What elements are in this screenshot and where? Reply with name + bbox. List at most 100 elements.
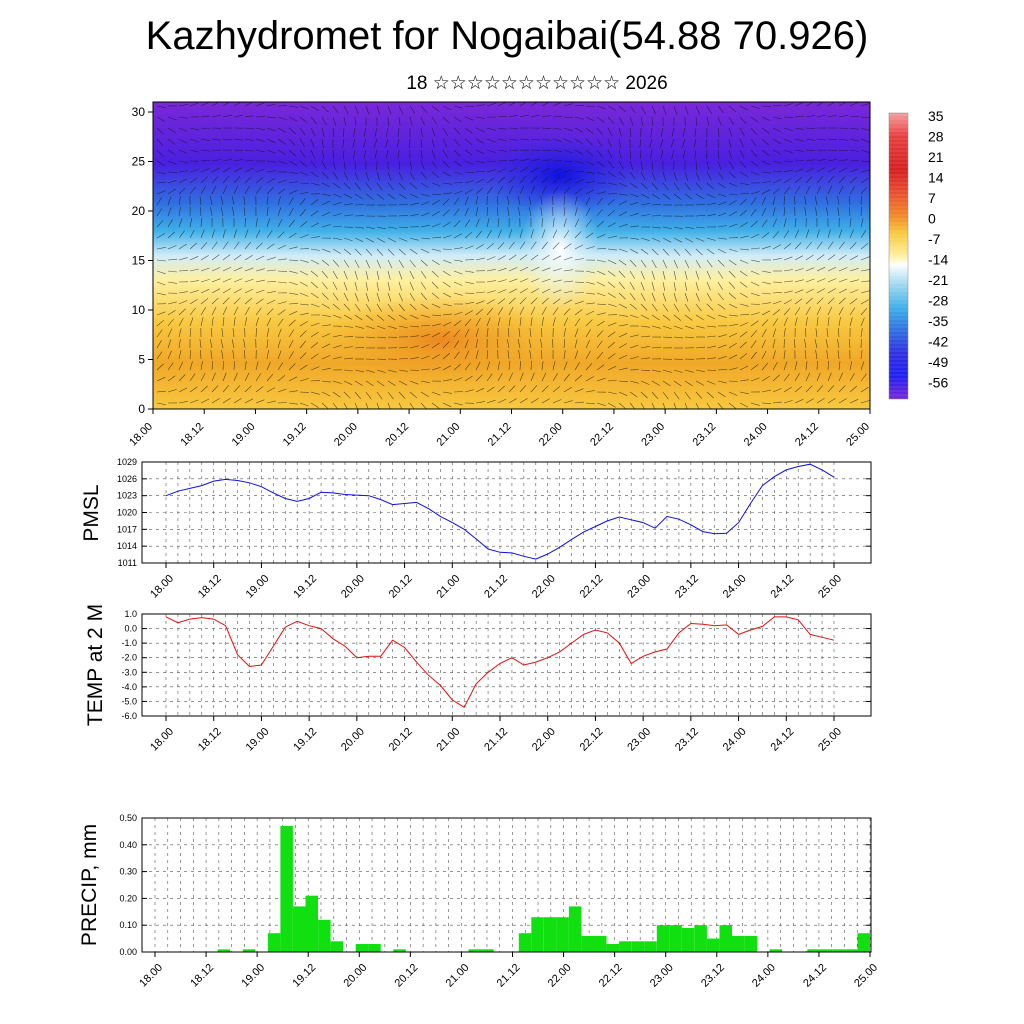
wind-barb xyxy=(695,237,705,242)
wind-barb xyxy=(420,149,423,159)
wind-barb xyxy=(365,369,375,373)
wind-barb xyxy=(299,197,307,206)
wind-barb xyxy=(310,171,319,178)
precip-bar xyxy=(293,906,306,952)
wind-barb xyxy=(420,292,428,301)
wind-barb xyxy=(563,127,573,132)
wind-barb xyxy=(464,375,473,382)
wind-barb xyxy=(662,270,666,280)
wind-barb xyxy=(541,176,549,184)
wind-barb xyxy=(706,160,709,170)
wind-barb xyxy=(277,402,288,404)
wind-barb xyxy=(517,339,521,349)
wind-barb xyxy=(310,160,317,169)
precipitation-y-axis-label: PRECIP, mm xyxy=(78,824,101,946)
wind-barb xyxy=(376,105,381,115)
wind-barb xyxy=(332,237,342,240)
wind-barb xyxy=(464,339,469,349)
wind-barb xyxy=(475,187,483,195)
wind-barb xyxy=(486,280,496,283)
wind-barb xyxy=(408,138,411,149)
wind-barb xyxy=(277,350,282,360)
wind-barb xyxy=(220,207,224,217)
wind-barb xyxy=(640,237,650,241)
wind-barb xyxy=(761,339,766,349)
wind-barb xyxy=(288,105,298,108)
wind-barb xyxy=(695,391,703,399)
wind-barb xyxy=(277,218,283,228)
wind-barb xyxy=(222,385,230,393)
wind-barb xyxy=(772,292,783,294)
wind-barb xyxy=(860,290,870,294)
wind-barb xyxy=(618,354,628,360)
wind-barb xyxy=(563,178,572,184)
wind-barb xyxy=(310,303,320,308)
wind-barb xyxy=(420,344,430,349)
wind-barb xyxy=(211,267,221,272)
wind-barb xyxy=(739,270,748,277)
wind-barb xyxy=(607,379,617,382)
wind-barb xyxy=(233,267,243,272)
wind-barb xyxy=(607,322,617,327)
wind-barb xyxy=(717,182,726,189)
wind-barb xyxy=(783,195,785,206)
wind-barb xyxy=(222,114,232,118)
wind-barb xyxy=(365,193,374,200)
wind-barb xyxy=(299,160,307,168)
wind-barb xyxy=(574,350,579,360)
wind-barb xyxy=(255,361,259,371)
wind-barb xyxy=(266,138,276,144)
wind-barb xyxy=(277,375,286,382)
wind-barb xyxy=(420,281,427,290)
wind-barb xyxy=(618,281,626,290)
wind-barb xyxy=(189,177,198,184)
wind-barb xyxy=(178,196,181,206)
wind-barb xyxy=(772,300,782,305)
wind-barb xyxy=(607,402,617,408)
wind-barb xyxy=(497,372,503,382)
wind-barb xyxy=(398,193,407,199)
wind-barb xyxy=(640,171,646,181)
wind-barb xyxy=(442,105,452,111)
wind-barb xyxy=(816,159,826,162)
wind-barb xyxy=(497,385,505,393)
wind-barb xyxy=(717,369,728,371)
wind-barb xyxy=(442,321,452,327)
wind-barb xyxy=(684,391,691,400)
wind-barb xyxy=(574,292,585,294)
wind-barb xyxy=(585,232,594,239)
wind-barb xyxy=(706,105,712,114)
wind-barb xyxy=(607,171,616,178)
wind-barb xyxy=(717,237,727,240)
wind-barb xyxy=(651,314,660,321)
wind-barb xyxy=(849,102,859,107)
wind-barb xyxy=(211,114,221,118)
x-tick-label: 23.00 xyxy=(625,726,653,754)
wind-barb xyxy=(728,116,734,125)
wind-barb xyxy=(695,203,706,206)
wind-barb xyxy=(827,185,833,195)
wind-barb xyxy=(200,127,210,130)
wind-barb xyxy=(167,270,177,273)
wind-barb xyxy=(255,218,258,228)
wind-barb xyxy=(244,138,254,141)
x-tick-label: 20.00 xyxy=(339,726,367,754)
wind-barb xyxy=(695,303,702,312)
wind-barb xyxy=(387,270,391,280)
wind-barb xyxy=(398,237,408,242)
wind-barb xyxy=(695,171,700,181)
wind-barb xyxy=(607,353,616,360)
wind-barb xyxy=(464,116,474,121)
wind-barb xyxy=(563,400,573,404)
wind-barb xyxy=(266,149,276,154)
wind-barb xyxy=(200,298,209,305)
wind-barb xyxy=(750,330,758,338)
wind-barb xyxy=(706,237,716,241)
wind-barb xyxy=(442,149,448,158)
wind-barb xyxy=(618,116,624,125)
wind-barb xyxy=(650,127,653,137)
wind-barb xyxy=(607,365,617,371)
wind-barb xyxy=(629,193,639,198)
wind-barb xyxy=(739,259,749,264)
